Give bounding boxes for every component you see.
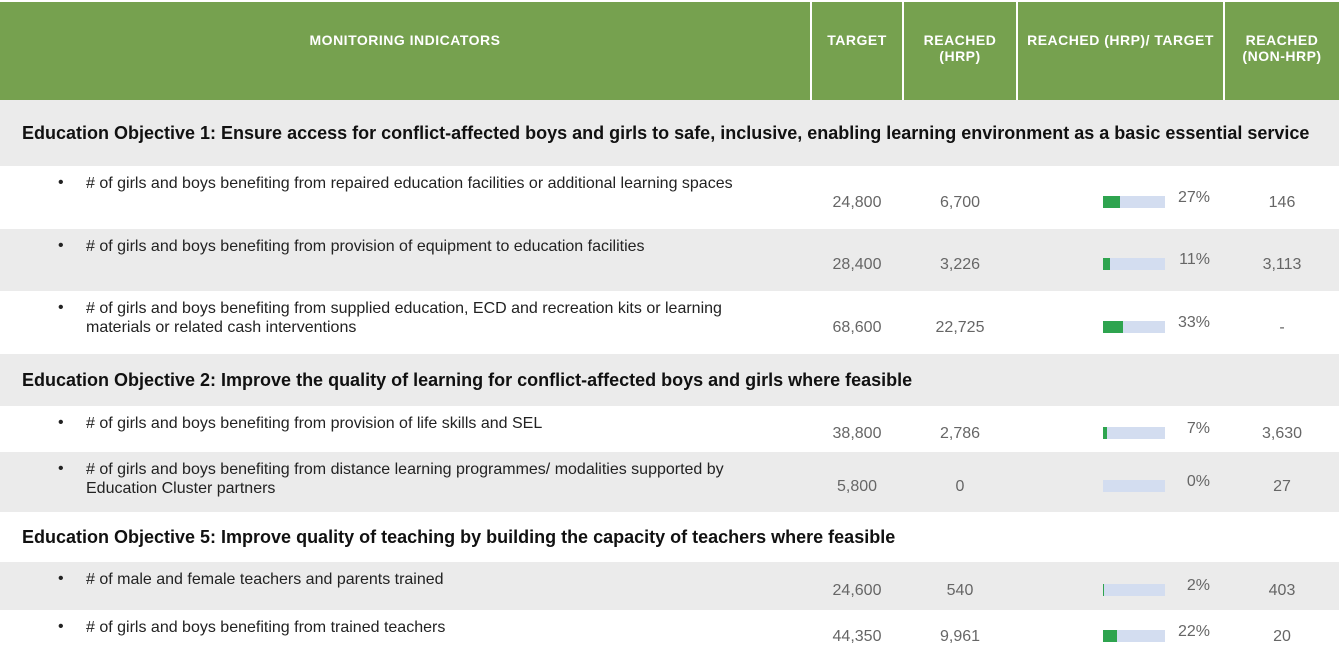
reached: 0 bbox=[955, 478, 965, 495]
bullet: • bbox=[58, 237, 64, 254]
target: 38,800 bbox=[832, 425, 882, 442]
ratio: 27% bbox=[1177, 188, 1210, 206]
indicator: # of male and female teachers and parent… bbox=[86, 571, 444, 588]
progress-bar bbox=[1103, 258, 1110, 270]
non-hrp: - bbox=[1279, 318, 1285, 336]
section-title: Education Objective 5: Improve quality o… bbox=[22, 527, 896, 547]
header-cell: REACHED (HRP) bbox=[904, 2, 1016, 100]
indicator: # of girls and boys benefiting from dist… bbox=[86, 461, 724, 497]
bullet: • bbox=[58, 570, 64, 587]
target: 44,350 bbox=[832, 627, 882, 645]
ratio: 7% bbox=[1186, 420, 1210, 437]
bullet: • bbox=[58, 414, 64, 431]
target: 68,600 bbox=[832, 318, 882, 336]
non-hrp: 20 bbox=[1273, 627, 1291, 645]
reached: 22,725 bbox=[935, 318, 985, 336]
target: 24,800 bbox=[832, 193, 882, 211]
section-title: Education Objective 2: Improve the quali… bbox=[0, 354, 1339, 406]
progress-bar bbox=[1103, 320, 1124, 333]
non-hrp: 403 bbox=[1268, 582, 1296, 599]
reached: 6,700 bbox=[939, 193, 981, 211]
non-hrp: 3,113 bbox=[1262, 256, 1302, 273]
reached: 2,786 bbox=[939, 425, 981, 442]
progress-track bbox=[1103, 427, 1165, 439]
ratio: 11% bbox=[1179, 251, 1210, 268]
non-hrp: 27 bbox=[1273, 478, 1291, 495]
reached: 3,226 bbox=[939, 256, 981, 273]
ratio: 0% bbox=[1186, 473, 1210, 490]
progress-track bbox=[1103, 258, 1165, 270]
header-cell: MONITORING INDICATORS bbox=[0, 2, 810, 100]
indicator: # of girls and boys benefiting from repa… bbox=[86, 175, 733, 192]
indicator: # of girls and boys benefiting from trai… bbox=[86, 619, 446, 636]
progress-track bbox=[1103, 629, 1165, 642]
indicator: # of girls and boys benefiting from supp… bbox=[86, 300, 722, 336]
non-hrp: 3,630 bbox=[1261, 425, 1303, 442]
progress-bar bbox=[1103, 584, 1105, 596]
bullet: • bbox=[58, 618, 64, 635]
header-cell: TARGET bbox=[812, 2, 902, 100]
progress-bar bbox=[1103, 629, 1117, 642]
target: 28,400 bbox=[832, 256, 882, 273]
progress-track bbox=[1103, 584, 1165, 596]
indicator: # of girls and boys benefiting from prov… bbox=[86, 238, 645, 255]
target: 5,800 bbox=[836, 478, 878, 495]
header-cell: REACHED (HRP)/ TARGET bbox=[1018, 2, 1223, 100]
ratio: 33% bbox=[1177, 313, 1210, 331]
indicator: # of girls and boys benefiting from prov… bbox=[86, 415, 543, 432]
progress-bar bbox=[1103, 427, 1108, 439]
non-hrp: 146 bbox=[1268, 193, 1296, 211]
reached: 540 bbox=[946, 582, 974, 599]
progress-bar bbox=[1103, 195, 1120, 208]
progress-track bbox=[1103, 480, 1165, 492]
target: 24,600 bbox=[832, 582, 882, 599]
ratio: 22% bbox=[1177, 622, 1210, 640]
section-title: Education Objective 1: Ensure access for… bbox=[0, 100, 1339, 166]
bullet: • bbox=[58, 460, 64, 477]
bullet: • bbox=[58, 174, 64, 191]
header-cell: REACHED (NON-HRP) bbox=[1225, 2, 1339, 100]
reached: 9,961 bbox=[939, 627, 981, 645]
bullet: • bbox=[58, 299, 64, 316]
ratio: 2% bbox=[1186, 577, 1210, 594]
